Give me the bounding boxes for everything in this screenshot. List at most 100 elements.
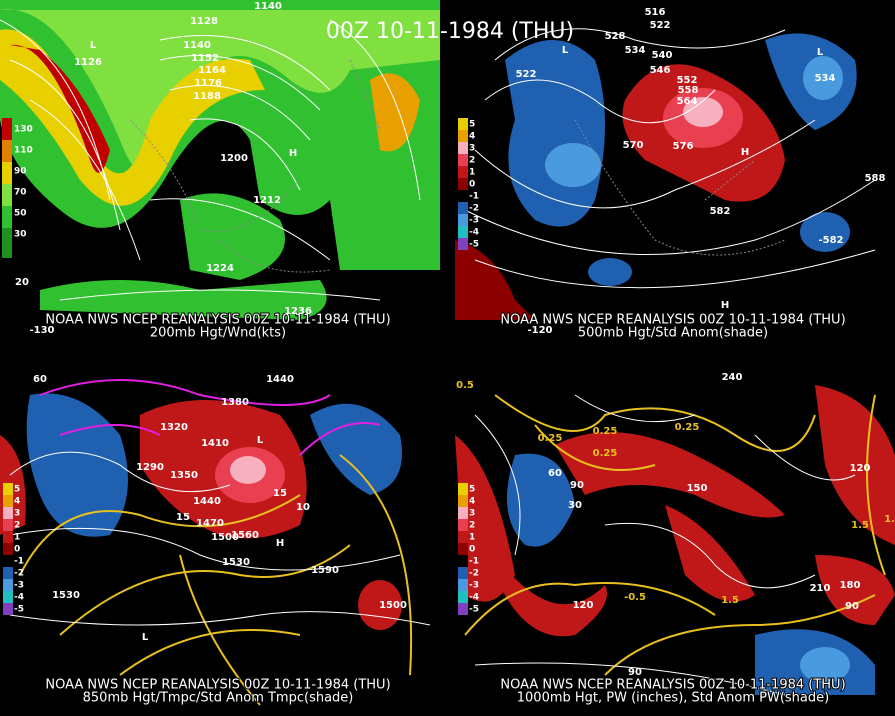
- contour-label: 534: [625, 45, 646, 56]
- legend-label: -5: [469, 240, 479, 250]
- legend-label: -2: [469, 569, 479, 579]
- panel-footer: NOAA NWS NCEP REANALYSIS 00Z 10-11-1984 …: [500, 313, 845, 328]
- contour-label: -120: [527, 325, 552, 336]
- panel-caption: 850mb Hgt/Tmpc/Std Anom Tmpc(shade): [83, 691, 354, 706]
- legend-label: -5: [469, 605, 479, 615]
- legend-label: -3: [14, 581, 24, 591]
- contour-label: 1530: [52, 590, 80, 601]
- contour-label: 240: [722, 372, 743, 383]
- legend-label: 4: [469, 132, 475, 142]
- contour-label: 1236: [284, 306, 312, 317]
- contour-label: 582: [710, 206, 731, 217]
- contour-label: 0.25: [593, 448, 618, 459]
- contour-label: 558: [678, 85, 699, 96]
- legend-label: 5: [469, 120, 475, 130]
- panel-caption: 200mb Hgt/Wnd(kts): [150, 326, 286, 341]
- contour-label: 1470: [196, 518, 224, 529]
- contour-label: L: [562, 45, 569, 56]
- legend-label: -4: [469, 228, 479, 238]
- contour-label: 552: [677, 75, 698, 86]
- contour-label: 522: [516, 69, 537, 80]
- legend-label: 0: [14, 545, 20, 555]
- contour-label: 1164: [198, 65, 226, 76]
- legend-label: 90: [14, 167, 27, 177]
- legend-label: 1: [469, 168, 475, 178]
- contour-label: L: [90, 40, 97, 51]
- contour-label: 546: [650, 65, 671, 76]
- panel-500mb: NOAA NWS NCEP REANALYSIS 00Z 10-11-1984 …: [455, 7, 885, 342]
- contour-label: H: [721, 300, 729, 311]
- legend-label: -4: [14, 593, 24, 603]
- contour-label: 60: [548, 468, 562, 479]
- legend-label: 5: [469, 485, 475, 495]
- legend-label: -2: [14, 569, 24, 579]
- contour-label: 1440: [193, 496, 221, 507]
- contour-label: 90: [628, 667, 642, 678]
- legend-label: 0: [469, 180, 475, 190]
- contour-label: 120: [850, 463, 871, 474]
- legend-label: 2: [469, 521, 475, 531]
- contour-label: 0.5: [456, 380, 474, 391]
- legend-label: 1: [469, 533, 475, 543]
- contour-label: 1212: [253, 195, 281, 206]
- contour-label: 0.25: [593, 426, 618, 437]
- contour-label: 60: [33, 374, 47, 385]
- contour-label: 540: [652, 50, 673, 61]
- contour-label: L: [817, 47, 824, 58]
- legend-label: 3: [469, 509, 475, 519]
- legend-label: 5: [14, 485, 20, 495]
- contour-label: 0.25: [538, 433, 563, 444]
- contour-label: 1.5: [851, 520, 869, 531]
- legend-label: -3: [469, 216, 479, 226]
- contour-label: 1140: [254, 1, 282, 12]
- contour-label: 516: [645, 7, 666, 18]
- contour-label: -130: [29, 325, 54, 336]
- contour-label: 1200: [220, 153, 248, 164]
- contour-label: 1320: [160, 422, 188, 433]
- contour-label: 1440: [266, 374, 294, 385]
- contour-label: 1.5: [884, 514, 895, 525]
- main-title: 00Z 10-11-1984 (THU): [326, 19, 574, 44]
- panel-caption: 500mb Hgt/Std Anom(shade): [578, 326, 768, 341]
- contour-label: 528: [605, 31, 626, 42]
- contour-label: 534: [815, 73, 836, 84]
- legend-label: 2: [14, 521, 20, 531]
- legend-label: 4: [14, 497, 20, 507]
- legend-label: 110: [14, 146, 33, 156]
- contour-label: L: [257, 435, 264, 446]
- contour-label: 90: [570, 480, 584, 491]
- contour-label: 30: [568, 500, 582, 511]
- legend-label: 30: [14, 230, 27, 240]
- contour-label: 1.5: [721, 595, 739, 606]
- contour-label: -0.5: [624, 592, 646, 603]
- legend-label: 3: [14, 509, 20, 519]
- legend-label: -3: [469, 581, 479, 591]
- contour-label: 120: [573, 600, 594, 611]
- contour-label: 1590: [311, 565, 339, 576]
- legend-label: -4: [469, 593, 479, 603]
- contour-label: 1188: [193, 91, 221, 102]
- contour-label: 1500: [211, 532, 239, 543]
- contour-label: H: [741, 147, 749, 158]
- legend-label: -5: [14, 605, 24, 615]
- contour-label: 1410: [201, 438, 229, 449]
- contour-label: 1126: [74, 57, 102, 68]
- legend-label: 70: [14, 188, 27, 198]
- contour-label: -582: [818, 235, 843, 246]
- contour-label: 20: [15, 277, 29, 288]
- panel-footer: NOAA NWS NCEP REANALYSIS 00Z 10-11-1984 …: [45, 678, 390, 693]
- contour-label: 15: [273, 488, 287, 499]
- contour-label: 180: [840, 580, 861, 591]
- legend-label: -1: [469, 557, 479, 567]
- legend-label: -1: [14, 557, 24, 567]
- contour-label: 0.25: [675, 422, 700, 433]
- contour-label: 1500: [379, 600, 407, 611]
- panel-footer: NOAA NWS NCEP REANALYSIS 00Z 10-11-1984 …: [500, 678, 845, 693]
- panel-footer: NOAA NWS NCEP REANALYSIS 00Z 10-11-1984 …: [45, 313, 390, 328]
- contour-label: 210: [810, 583, 831, 594]
- legend-label: -2: [469, 204, 479, 214]
- panel-1000mb: NOAA NWS NCEP REANALYSIS 00Z 10-11-1984 …: [455, 372, 895, 707]
- contour-label: H: [276, 538, 284, 549]
- contour-label: 1560: [231, 530, 259, 541]
